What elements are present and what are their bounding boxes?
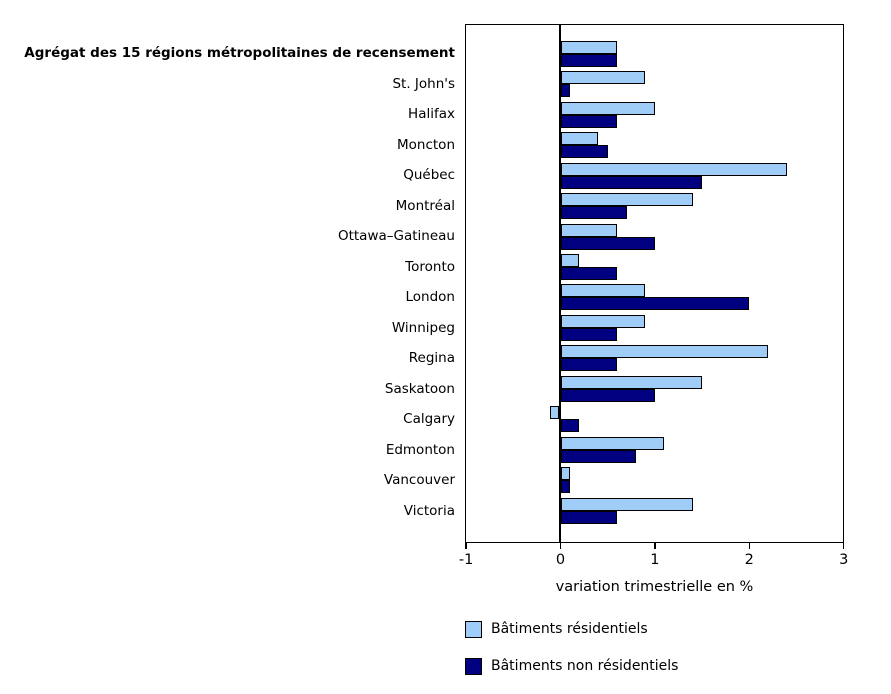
bar-winnipeg-b-timents-r-sidentiels: [560, 314, 646, 328]
x-tick-0: [559, 543, 562, 549]
category-label-vancouver: Vancouver: [383, 472, 455, 489]
bar-agr-gat-des-15-r-gions-m-tropolitaines-de-recensement-b-timents-r-sidentiels: [560, 40, 618, 54]
bar-group-saskatoon: [466, 374, 843, 404]
bar-group-regina: [466, 343, 843, 373]
bar-regina-b-timents-non-r-sidentiels: [560, 358, 618, 372]
bar-moncton-b-timents-non-r-sidentiels: [560, 145, 608, 159]
bar-moncton-b-timents-r-sidentiels: [560, 132, 599, 146]
x-tick-label-0: 0: [555, 552, 566, 568]
bar-group-ottawa-gatineau: [466, 221, 843, 251]
category-label-toronto: Toronto: [405, 258, 455, 275]
bar-group-edmonton: [466, 435, 843, 465]
bar-qu-bec-b-timents-non-r-sidentiels: [560, 175, 703, 189]
bar-group-montr-al: [466, 191, 843, 221]
bar-halifax-b-timents-r-sidentiels: [560, 101, 655, 115]
legend-swatch-b-timents-r-sidentiels: [465, 620, 482, 638]
bar-montr-al-b-timents-non-r-sidentiels: [560, 206, 627, 220]
bar-victoria-b-timents-non-r-sidentiels: [560, 510, 618, 524]
bar-saskatoon-b-timents-non-r-sidentiels: [560, 388, 655, 402]
category-label-montr-al: Montréal: [395, 197, 455, 214]
legend: Bâtiments résidentiels Bâtiments non rési…: [465, 619, 678, 693]
bar-group-qu-bec: [466, 160, 843, 190]
bar-calgary-b-timents-r-sidentiels: [549, 406, 560, 420]
category-label-qu-bec: Québec: [403, 167, 455, 184]
category-label-agr-gat-des-15-r-gions-m-tropolitaines-de-recensement: Agrégat des 15 régions métropolitaines d…: [24, 45, 455, 62]
category-label-calgary: Calgary: [403, 411, 455, 428]
bar-group-agr-gat-des-15-r-gions-m-tropolitaines-de-recensement: [466, 39, 843, 69]
category-label-edmonton: Edmonton: [385, 441, 455, 458]
x-tick-label-2: 2: [744, 552, 754, 568]
bar-victoria-b-timents-r-sidentiels: [560, 497, 693, 511]
x-tick-label-3: 3: [839, 552, 849, 568]
bar-edmonton-b-timents-non-r-sidentiels: [560, 449, 637, 463]
bar-group-st-john-s: [466, 69, 843, 99]
category-label-winnipeg: Winnipeg: [391, 319, 455, 336]
bar-group-winnipeg: [466, 313, 843, 343]
bar-london-b-timents-non-r-sidentiels: [560, 297, 750, 311]
bar-agr-gat-des-15-r-gions-m-tropolitaines-de-recensement-b-timents-non-r-sidentiels: [560, 53, 618, 67]
plot-area: [465, 23, 844, 543]
category-label-st-john-s: St. John's: [392, 75, 455, 92]
bar-vancouver-b-timents-non-r-sidentiels: [560, 480, 570, 494]
x-tick-3: [842, 543, 845, 549]
legend-item-b-timents-r-sidentiels: Bâtiments résidentiels: [465, 619, 678, 639]
zero-baseline: [559, 24, 561, 542]
bar-qu-bec-b-timents-r-sidentiels: [560, 162, 788, 176]
category-label-halifax: Halifax: [408, 106, 455, 123]
x-tick-1: [654, 543, 656, 549]
bar-group-moncton: [466, 130, 843, 160]
bar-toronto-b-timents-r-sidentiels: [560, 253, 580, 267]
bar-st-john-s-b-timents-r-sidentiels: [560, 71, 646, 85]
category-label-regina: Regina: [408, 350, 455, 367]
legend-label-b-timents-non-r-sidentiels: Bâtiments non résidentiels: [491, 658, 679, 674]
bar-group-vancouver: [466, 465, 843, 495]
bar-vancouver-b-timents-r-sidentiels: [560, 467, 570, 481]
bar-toronto-b-timents-non-r-sidentiels: [560, 266, 618, 280]
bar-saskatoon-b-timents-r-sidentiels: [560, 375, 703, 389]
bar-group-halifax: [466, 99, 843, 129]
bar-london-b-timents-r-sidentiels: [560, 284, 646, 298]
category-label-saskatoon: Saskatoon: [384, 380, 455, 397]
bar-halifax-b-timents-non-r-sidentiels: [560, 114, 618, 128]
legend-swatch-b-timents-non-r-sidentiels: [465, 657, 482, 675]
category-label-london: London: [405, 289, 456, 306]
bar-montr-al-b-timents-r-sidentiels: [560, 193, 693, 207]
category-labels: Agrégat des 15 régions métropolitaines d…: [0, 25, 455, 527]
bar-ottawa-gatineau-b-timents-r-sidentiels: [560, 223, 618, 237]
x-tick-label-1: 1: [650, 552, 660, 568]
legend-label-b-timents-r-sidentiels: Bâtiments résidentiels: [491, 621, 648, 637]
bar-calgary-b-timents-non-r-sidentiels: [560, 419, 580, 433]
bar-ottawa-gatineau-b-timents-non-r-sidentiels: [560, 236, 655, 250]
bar-regina-b-timents-r-sidentiels: [560, 345, 769, 359]
bar-winnipeg-b-timents-non-r-sidentiels: [560, 327, 618, 341]
bar-edmonton-b-timents-r-sidentiels: [560, 436, 665, 450]
legend-item-b-timents-non-r-sidentiels: Bâtiments non résidentiels: [465, 656, 678, 676]
x-axis-title: variation trimestrielle en %: [555, 579, 754, 595]
bar-group-london: [466, 282, 843, 312]
x-tick-label--1: -1: [458, 552, 474, 568]
bar-group-toronto: [466, 252, 843, 282]
category-label-ottawa-gatineau: Ottawa–Gatineau: [337, 228, 455, 245]
category-label-victoria: Victoria: [403, 502, 455, 519]
plot-rows: [466, 39, 843, 527]
bar-group-victoria: [466, 496, 843, 526]
bar-st-john-s-b-timents-non-r-sidentiels: [560, 84, 570, 98]
x-tick--1: [465, 543, 467, 549]
bar-group-calgary: [466, 404, 843, 434]
x-tick-2: [748, 543, 751, 549]
category-label-moncton: Moncton: [397, 136, 455, 153]
